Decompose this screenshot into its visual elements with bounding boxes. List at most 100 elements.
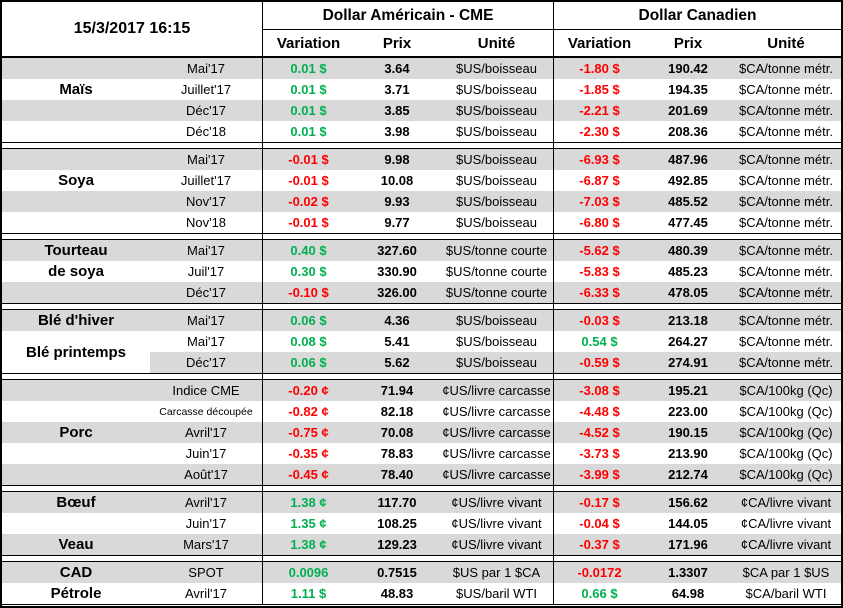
column-header-us-variation: Variation — [262, 30, 354, 56]
ca-unit-cell: ¢CA/livre vivant — [731, 534, 841, 555]
us-price-cell: 326.00 — [354, 282, 440, 303]
ca-unit-cell: $CA/100kg (Qc) — [731, 464, 841, 485]
ca-price-cell: 274.91 — [645, 352, 731, 373]
ca-unit-cell: $CA/tonne métr. — [739, 124, 833, 139]
ca-price-cell: 487.96 — [645, 149, 731, 170]
contract-month-cell: Déc'17 — [150, 352, 262, 373]
product-label-cell: Maïs — [59, 81, 93, 98]
contract-month-cell: Indice CME — [150, 380, 262, 401]
ca-unit-cell: $CA/tonne métr. — [731, 149, 841, 170]
column-header-us-unite: Unité — [477, 34, 516, 52]
us-price-cell: 70.08 — [354, 422, 440, 443]
timestamp: 15/3/2017 16:15 — [73, 20, 191, 37]
us-price-cell: 78.40 — [354, 464, 440, 485]
us-variation-cell: 1.11 $ — [262, 583, 354, 604]
product-label-cell — [2, 149, 150, 170]
ca-price-cell: 485.23 — [668, 264, 708, 279]
us-unit-cell: $US/tonne courte — [445, 264, 548, 279]
section-boeuf-veau: Bœuf Avril'17 1.38 ¢ 117.70 ¢US/livre vivant… — [2, 491, 841, 556]
us-variation-cell: 0.01 $ — [262, 121, 354, 142]
ca-variation-cell: -6.87 $ — [553, 170, 645, 191]
contract-month-cell: Nov'17 — [150, 191, 262, 212]
section-separator — [2, 374, 841, 379]
us-unit-cell: $US/boisseau — [440, 100, 553, 121]
ca-price-cell: 201.69 — [645, 100, 731, 121]
ca-variation-cell: -7.03 $ — [553, 191, 645, 212]
product-label-cell: Blé printemps — [2, 331, 150, 373]
ca-variation-cell: -6.80 $ — [553, 212, 645, 233]
column-header-ca-prix: Prix — [673, 34, 703, 52]
ca-unit-cell: $CA/100kg (Qc) — [731, 422, 841, 443]
us-unit-cell: ¢US/livre vivant — [440, 492, 553, 513]
ca-unit-cell: $CA/100kg (Qc) — [739, 446, 833, 461]
product-label-cell — [2, 191, 150, 212]
ca-price-cell: 171.96 — [645, 534, 731, 555]
product-label-cell — [2, 282, 150, 303]
us-price-cell: 5.41 — [384, 334, 410, 349]
us-unit-cell: $US/boisseau — [440, 191, 553, 212]
ca-variation-cell: 0.66 $ — [553, 583, 645, 604]
ca-variation-cell: -1.80 $ — [553, 58, 645, 79]
section-ble: Blé d'hiver Mai'17 0.06 $4.36 $US/boisseau -… — [2, 309, 841, 374]
us-variation-cell: -0.45 ¢ — [262, 464, 354, 485]
ca-price-cell: 477.45 — [668, 215, 708, 230]
column-header-ca-unite: Unité — [767, 34, 805, 52]
section-separator — [2, 556, 841, 561]
ca-variation-cell: -3.08 $ — [553, 380, 645, 401]
us-price-cell: 9.77 — [384, 215, 410, 230]
product-label-cell — [2, 58, 150, 79]
contract-month-cell: Avril'17 — [150, 422, 262, 443]
us-unit-cell: $US/boisseau — [456, 215, 537, 230]
us-price-cell: 330.90 — [377, 264, 417, 279]
us-price-cell: 129.23 — [354, 534, 440, 555]
section-tourteau-de-soya: Tourteau Mai'17 0.40 $327.60 $US/tonne cour… — [2, 239, 841, 304]
ca-price-cell: 144.05 — [668, 516, 708, 531]
contract-month-cell: Juillet'17 — [180, 82, 232, 97]
us-price-cell: 0.7515 — [354, 562, 440, 583]
ca-unit-cell: $CA/tonne métr. — [739, 215, 833, 230]
us-unit-cell: ¢US/livre carcasse — [440, 464, 553, 485]
us-variation-cell: -0.82 ¢ — [262, 401, 354, 422]
us-unit-cell: $US/boisseau — [440, 149, 553, 170]
column-header-us-prix: Prix — [382, 34, 412, 52]
ca-variation-cell: -2.21 $ — [553, 100, 645, 121]
ca-variation-cell: -6.93 $ — [553, 149, 645, 170]
us-price-cell: 327.60 — [354, 240, 440, 261]
ca-unit-cell: $CA/tonne métr. — [739, 264, 833, 279]
contract-month-cell: Juin'17 — [185, 446, 227, 461]
ca-price-cell: 1.3307 — [645, 562, 731, 583]
contract-month-cell: Déc'17 — [150, 100, 262, 121]
us-variation-cell: 0.01 $ — [262, 100, 354, 121]
section-separator — [2, 304, 841, 309]
ca-price-cell: 208.36 — [668, 124, 708, 139]
ca-dollar-group-header: Dollar Canadien — [553, 2, 841, 30]
us-variation-cell: -0.10 $ — [262, 282, 354, 303]
ca-unit-cell: $CA/tonne métr. — [731, 310, 841, 331]
ca-unit-cell: $CA/100kg (Qc) — [739, 404, 833, 419]
product-label-cell: de soya — [48, 263, 104, 280]
us-variation-cell: 0.40 $ — [262, 240, 354, 261]
contract-month-cell: Avril'17 — [150, 492, 262, 513]
ca-price-cell: 190.15 — [645, 422, 731, 443]
ca-unit-cell: $CA/100kg (Qc) — [731, 380, 841, 401]
contract-month-cell: SPOT — [150, 562, 262, 583]
ca-price-cell: 212.74 — [645, 464, 731, 485]
us-variation-cell: 1.38 ¢ — [262, 492, 354, 513]
us-price-cell: 3.71 — [384, 82, 410, 97]
ca-unit-cell: $CA/tonne métr. — [739, 173, 833, 188]
us-price-cell: 9.93 — [354, 191, 440, 212]
product-label-cell: CAD — [2, 562, 150, 583]
ca-variation-cell: -0.0172 — [553, 562, 645, 583]
us-unit-cell: ¢US/livre carcasse — [442, 446, 551, 461]
us-unit-cell: $US/tonne courte — [440, 240, 553, 261]
product-label-cell: Veau — [2, 534, 150, 555]
us-dollar-group-header: Dollar Américain - CME — [262, 2, 553, 30]
product-label-cell — [2, 100, 150, 121]
us-unit-cell: $US/boisseau — [440, 310, 553, 331]
product-label-cell — [2, 212, 150, 233]
us-unit-cell: $US/boisseau — [456, 82, 537, 97]
contract-month-cell: Mai'17 — [150, 310, 262, 331]
ca-unit-cell: $CA/tonne métr. — [731, 191, 841, 212]
contract-month-cell: Mai'17 — [150, 149, 262, 170]
ca-price-cell: 194.35 — [668, 82, 708, 97]
